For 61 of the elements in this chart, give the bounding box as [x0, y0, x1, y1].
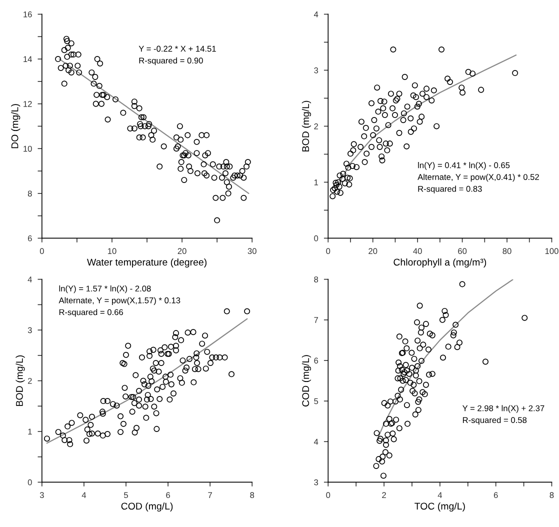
y-tick-label: 10 — [24, 146, 32, 152]
annotation: R-squared = 0.66 — [59, 309, 123, 317]
annotation: R-squared = 0.90 — [139, 57, 203, 66]
x-tick-label: 10 — [108, 248, 116, 254]
y-tick-label: 8 — [314, 276, 318, 282]
y-tick-label: 5 — [314, 398, 318, 404]
y-tick-label: 0 — [28, 479, 32, 486]
y-tick-label: 6 — [28, 235, 32, 242]
annotation: Y = 2.98 * ln(X) + 2.37 — [462, 405, 544, 413]
x-tick-label: 2 — [382, 492, 386, 498]
x-tick-label: 5 — [124, 492, 128, 498]
y-tick-label: 4 — [28, 276, 32, 282]
y-tick-label: 0 — [314, 235, 318, 242]
y-tick-label: 2 — [314, 123, 318, 130]
annotation: Y = -0.22 * X + 14.51 — [138, 46, 216, 52]
x-tick-label: 100 — [545, 248, 558, 254]
y-tick-label: 1 — [314, 179, 318, 186]
x-tick-label: 4 — [438, 492, 442, 498]
annotation: Alternate, Y = pow(X,1.57) * 0.13 — [58, 297, 180, 305]
x-axis-title: Chlorophyll a (mg/m³) — [394, 258, 486, 268]
y-axis-title: COD (mg/L) — [302, 355, 311, 406]
x-tick-label: 6 — [166, 492, 170, 498]
y-axis-title: DO (mg/L) — [11, 104, 20, 148]
y-tick-label: 3 — [314, 67, 318, 74]
y-tick-label: 14 — [24, 56, 32, 62]
y-tick-label: 2 — [28, 378, 32, 384]
y-tick-label: 6 — [314, 358, 318, 364]
x-tick-label: 6 — [494, 492, 498, 498]
y-axis-title: BOD (mg/L) — [302, 100, 311, 152]
annotation: Alternate, Y = pow(X,0.41) * 0.52 — [418, 174, 539, 182]
x-tick-label: 20 — [368, 248, 378, 254]
x-tick-label: 3 — [40, 492, 44, 498]
annotation: R-squared = 0.58 — [462, 416, 527, 425]
x-tick-label: 0 — [40, 248, 44, 254]
y-tick-label: 7 — [314, 317, 318, 323]
x-axis-title: COD (mg/L) — [121, 502, 173, 512]
x-tick-label: 4 — [82, 492, 86, 498]
y-tick-label: 12 — [24, 101, 32, 107]
x-tick-label: 80 — [502, 248, 512, 254]
x-tick-label: 60 — [458, 248, 467, 254]
x-tick-label: 30 — [248, 248, 256, 254]
annotation: ln(Y) = 1.57 * ln(X) - 2.08 — [59, 285, 151, 294]
annotation: ln(Y) = 0.41 * ln(X) - 0.65 — [418, 162, 510, 170]
x-tick-label: 7 — [208, 492, 212, 498]
y-tick-label: 16 — [24, 11, 32, 18]
x-tick-label: 40 — [413, 248, 422, 254]
y-tick-label: 3 — [28, 327, 32, 334]
x-tick-label: 8 — [250, 492, 254, 498]
y-tick-label: 1 — [28, 428, 32, 434]
y-tick-label: 4 — [314, 12, 318, 18]
x-tick-label: 8 — [550, 492, 554, 498]
annotation: R-squared = 0.83 — [418, 186, 482, 194]
x-axis-title: TOC (mg/L) — [414, 502, 465, 512]
y-tick-label: 4 — [314, 438, 318, 445]
x-axis-title: Water temperature (degree) — [87, 258, 206, 268]
y-tick-label: 8 — [28, 190, 32, 197]
y-tick-label: 3 — [314, 479, 318, 486]
y-axis-title: BOD (mg/L) — [16, 355, 25, 406]
x-tick-label: 20 — [178, 248, 186, 254]
x-tick-label: 0 — [326, 248, 330, 254]
x-tick-label: 0 — [326, 492, 330, 498]
